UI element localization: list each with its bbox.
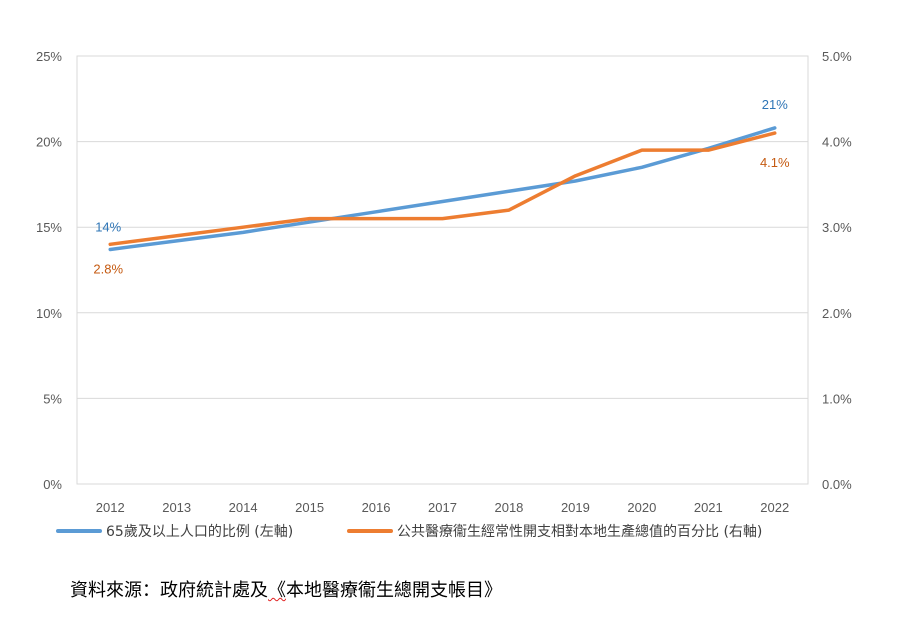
left-tick-label: 5% (43, 391, 62, 406)
series-line-0 (108, 126, 777, 252)
data-label: 2.8% (93, 261, 123, 276)
left-tick-label: 0% (43, 477, 62, 492)
x-tick-label: 2017 (428, 500, 457, 515)
x-tick-label: 2016 (362, 500, 391, 515)
series-line-1 (108, 131, 777, 247)
right-axis-ticks: 0.0% 1.0% 2.0% 3.0% 4.0% 5.0% (822, 49, 852, 492)
x-tick-label: 2013 (162, 500, 191, 515)
x-tick-label: 2019 (561, 500, 590, 515)
gridlines (77, 141, 808, 399)
left-tick-label: 25% (36, 49, 62, 64)
x-tick-label: 2018 (494, 500, 523, 515)
plot-area (76, 55, 809, 485)
legend-label-aging: 65歲及以上人口的比例 (左軸) (106, 524, 293, 540)
x-tick-label: 2020 (627, 500, 656, 515)
x-tick-label: 2015 (295, 500, 324, 515)
left-tick-label: 10% (36, 306, 62, 321)
source-marked-bracket: 《 (268, 580, 286, 601)
right-tick-label: 5.0% (822, 49, 852, 64)
chart: 0% 5% 10% 15% 20% 25% 0.0% 1.0% 2.0% 3.0% 4.0% 5.0… (36, 49, 852, 540)
right-tick-label: 0.0% (822, 477, 852, 492)
x-axis-ticks: 2012 2013 2014 2015 2016 2017 2018 2019 2020 2021… (96, 500, 789, 515)
x-tick-label: 2012 (96, 500, 125, 515)
series-lines (108, 126, 777, 252)
legend-label-health-spending: 公共醫療衞生經常性開支相對本地生產總值的百分比 (右軸) (397, 523, 762, 540)
left-tick-label: 20% (36, 135, 62, 150)
right-tick-label: 3.0% (822, 220, 852, 235)
data-labels: 14% 21% 2.8% 4.1% (93, 97, 790, 276)
right-tick-label: 1.0% (822, 391, 852, 406)
source-title: 本地醫療衞生總開支帳目》 (286, 580, 502, 601)
data-label: 14% (95, 219, 121, 234)
x-tick-label: 2014 (229, 500, 258, 515)
right-tick-label: 4.0% (822, 135, 852, 150)
x-tick-label: 2021 (694, 500, 723, 515)
source-prefix: 資料來源：政府統計處及 (70, 580, 268, 601)
data-label: 21% (762, 97, 788, 112)
data-label: 4.1% (760, 155, 790, 170)
source-note: 資料來源：政府統計處及《本地醫療衞生總開支帳目》 (70, 576, 502, 602)
left-axis-ticks: 0% 5% 10% 15% 20% 25% (36, 49, 62, 492)
right-tick-label: 2.0% (822, 306, 852, 321)
left-tick-label: 15% (36, 220, 62, 235)
x-tick-label: 2022 (760, 500, 789, 515)
legend: 65歲及以上人口的比例 (左軸) 公共醫療衞生經常性開支相對本地生產總值的百分比… (56, 523, 762, 540)
